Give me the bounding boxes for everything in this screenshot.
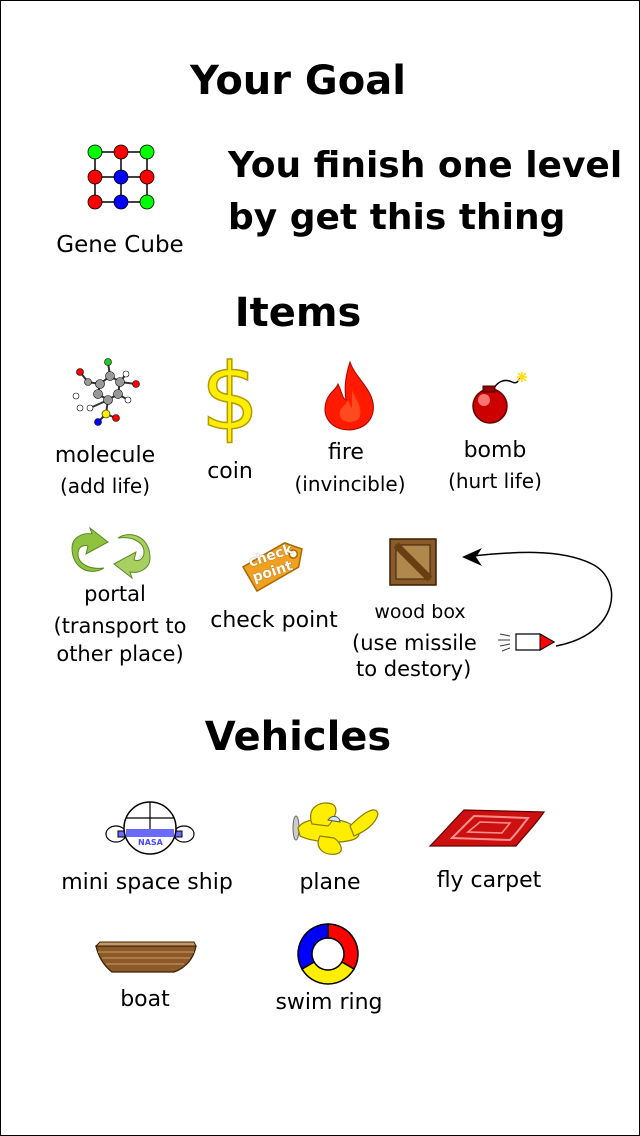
check-point-label: check point: [210, 608, 338, 633]
portal-note-line1: (transport to: [53, 614, 187, 638]
molecule-icon: [72, 358, 140, 426]
plane-icon: [292, 802, 379, 855]
bomb-icon: [472, 372, 527, 424]
goal-description-line1: You finish one level: [228, 145, 623, 186]
portal-icon: [71, 526, 151, 580]
mini-space-ship-label: mini space ship: [61, 870, 233, 895]
nasa-badge: NASA: [138, 838, 163, 847]
molecule-label: molecule: [54, 443, 156, 468]
bomb-label: bomb: [463, 438, 527, 463]
fire-icon: [324, 360, 374, 431]
coin-icon: $: [200, 344, 260, 451]
items-heading: Items: [234, 290, 362, 336]
portal-label: portal: [84, 582, 146, 606]
plane-label: plane: [299, 870, 361, 895]
portal-note-line2: other place): [56, 642, 184, 666]
gene-cube-label: Gene Cube: [56, 232, 184, 258]
goal-description-line2: by get this thing: [228, 197, 566, 238]
check-point-icon: check point: [240, 536, 312, 593]
goal-heading: Your Goal: [190, 58, 406, 104]
gene-cube-icon: [87, 144, 155, 210]
wood-box-note-line1: (use missile: [352, 631, 477, 655]
wood-box-icon: [389, 538, 437, 586]
molecule-note: (add life): [59, 474, 151, 498]
fly-carpet-label: fly carpet: [436, 868, 542, 893]
boat-label: boat: [120, 987, 170, 1012]
fire-note: (invincible): [294, 472, 406, 496]
coin-label: coin: [207, 459, 253, 484]
vehicles-heading: Vehicles: [204, 714, 392, 760]
missile-icon: [498, 633, 556, 652]
wood-box-label: wood box: [374, 601, 466, 623]
mini-space-ship-icon: NASA: [104, 800, 196, 860]
fire-label: fire: [328, 440, 364, 465]
bomb-note: (hurt life): [448, 469, 542, 493]
swim-ring-icon: [297, 923, 359, 985]
swim-ring-label: swim ring: [275, 990, 383, 1015]
wood-box-note-line2: to destory): [356, 657, 472, 681]
boat-icon: [94, 941, 197, 973]
missile-path-arrow: [462, 548, 613, 647]
fly-carpet-icon: [428, 809, 546, 847]
